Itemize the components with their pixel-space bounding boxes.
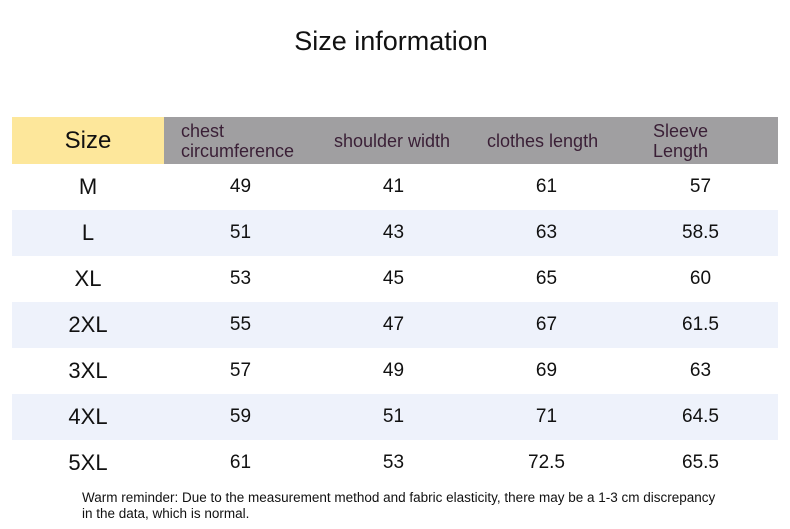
- value-cell: 65.5: [682, 452, 719, 473]
- header-chest: chest circumference: [181, 120, 295, 161]
- value-cell: 72.5: [528, 452, 565, 473]
- value-cell: 61: [535, 176, 558, 197]
- table-row: XL 53 45 65 60: [12, 256, 778, 302]
- size-cell: 5XL: [68, 450, 108, 475]
- value-cell: 43: [382, 222, 405, 243]
- warm-reminder: Warm reminder: Due to the measurement me…: [82, 490, 716, 521]
- table-row: 2XL 55 47 67 61.5: [12, 302, 778, 348]
- value-cell: 53: [229, 268, 252, 289]
- value-cell: 67: [535, 314, 558, 335]
- value-cell: 60: [689, 268, 712, 289]
- value-cell: 59: [229, 406, 252, 427]
- table-row: 3XL 57 49 69 63: [12, 348, 778, 394]
- value-cell: 69: [535, 360, 558, 381]
- size-cell: 3XL: [68, 358, 108, 383]
- header-shoulder: shoulder width: [334, 130, 451, 151]
- value-cell: 63: [535, 222, 558, 243]
- value-cell: 49: [382, 360, 405, 381]
- value-cell: 57: [689, 176, 712, 197]
- value-cell: 45: [382, 268, 405, 289]
- value-cell: 71: [535, 406, 558, 427]
- value-cell: 51: [229, 222, 252, 243]
- value-cell: 53: [382, 452, 405, 473]
- value-cell: 57: [229, 360, 252, 381]
- size-cell: L: [81, 220, 95, 245]
- table-header: Size chest circumference shoulder width …: [12, 117, 778, 164]
- value-cell: 58.5: [682, 222, 719, 243]
- value-cell: 63: [689, 360, 712, 381]
- size-cell: M: [78, 174, 98, 199]
- page-title: Size information: [294, 26, 488, 56]
- table-row: L 51 43 63 58.5: [12, 210, 778, 256]
- table-row: 5XL 61 53 72.5 65.5: [12, 440, 778, 486]
- table-row: M 49 41 61 57: [12, 164, 778, 210]
- size-cell: XL: [74, 266, 102, 291]
- value-cell: 65: [535, 268, 558, 289]
- size-table: Size chest circumference shoulder width …: [12, 117, 778, 486]
- value-cell: 55: [229, 314, 252, 335]
- size-cell: 2XL: [68, 312, 108, 337]
- header-sleeve: Sleeve Length: [653, 120, 709, 161]
- value-cell: 64.5: [682, 406, 719, 427]
- value-cell: 41: [382, 176, 405, 197]
- size-cell: 4XL: [68, 404, 108, 429]
- header-length: clothes length: [487, 130, 599, 151]
- value-cell: 51: [382, 406, 405, 427]
- table-row: 4XL 59 51 71 64.5: [12, 394, 778, 440]
- value-cell: 61: [229, 452, 252, 473]
- value-cell: 49: [229, 176, 252, 197]
- value-cell: 47: [382, 314, 405, 335]
- header-size: Size: [12, 117, 164, 164]
- value-cell: 61.5: [682, 314, 719, 335]
